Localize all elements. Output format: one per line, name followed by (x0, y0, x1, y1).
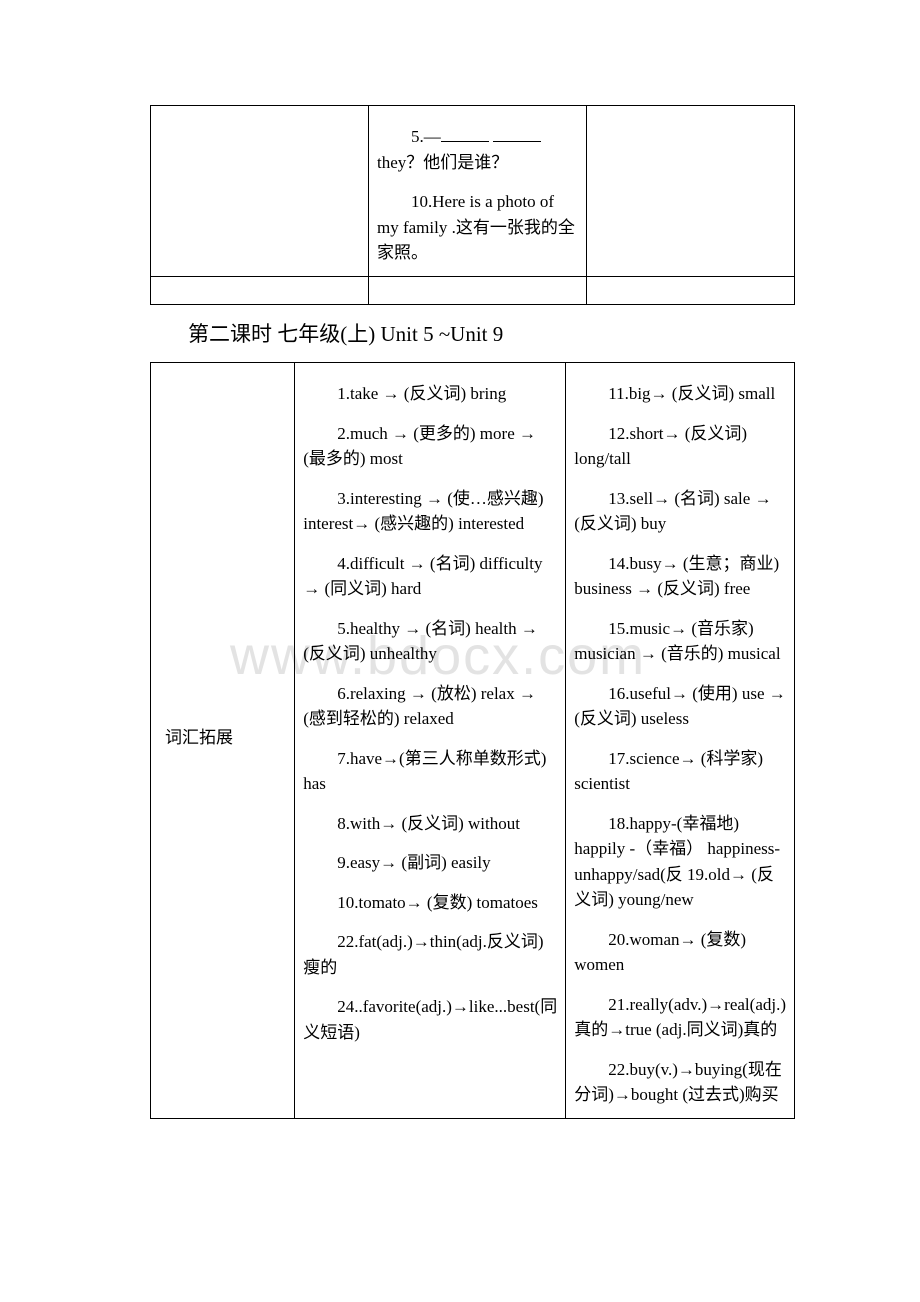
vocab-item: 15.music→ (音乐家) musician → (音乐的) musical (574, 616, 786, 667)
vocab-item: 1.take → (反义词) bring (303, 381, 557, 407)
vocab-item: 8.with→ (反义词) without (303, 811, 557, 837)
table-2: 词汇拓展 1.take → (反义词) bring 2.much → (更多的)… (150, 362, 795, 1119)
vocab-item: 4.difficult → (名词) difficulty → (同义词) ha… (303, 551, 557, 602)
vocab-item: 2.much → (更多的) more → (最多的) most (303, 421, 557, 472)
section-heading: 第二课时 七年级(上) Unit 5 ~Unit 9 (188, 319, 795, 351)
vocab-item: 3.interesting → (使…感兴趣) interest→ (感兴趣的)… (303, 486, 557, 537)
vocab-item: 18.happy-(幸福地) happily -（幸福） happiness-u… (574, 811, 786, 913)
document-content: 5.— they？他们是谁？ 10.Here is a photo of my … (150, 105, 795, 1119)
vocab-item: 17.science→ (科学家) scientist (574, 746, 786, 797)
vocab-item: 5.healthy → (名词) health → (反义词) unhealth… (303, 616, 557, 667)
vocab-label: 词汇拓展 (165, 728, 233, 747)
vocab-item: 11.big→ (反义词) small (574, 381, 786, 407)
vocab-item: 7.have→(第三人称单数形式) has (303, 746, 557, 797)
cell-vocab-left: 1.take → (反义词) bring 2.much → (更多的) more… (295, 363, 566, 1119)
vocab-item: 10.tomato→ (复数) tomatoes (303, 890, 557, 916)
sentence-10: 10.Here is a photo of my family .这有一张我的全… (377, 189, 578, 266)
cell-empty (151, 106, 369, 277)
cell-label: 词汇拓展 (151, 363, 295, 1119)
vocab-item: 24..favorite(adj.)→like...best(同义短语) (303, 994, 557, 1045)
cell-empty (587, 276, 795, 304)
table-1: 5.— they？他们是谁？ 10.Here is a photo of my … (150, 105, 795, 305)
vocab-item: 13.sell→ (名词) sale → (反义词) buy (574, 486, 786, 537)
table-row (151, 276, 795, 304)
vocab-item: 20.woman→ (复数) women (574, 927, 786, 978)
blank-field (441, 125, 489, 142)
cell-empty (369, 276, 587, 304)
vocab-item: 21.really(adv.)→real(adj.)真的→true (adj.同… (574, 992, 786, 1043)
vocab-item: 6.relaxing → (放松) relax → (感到轻松的) relaxe… (303, 681, 557, 732)
cell-empty (587, 106, 795, 277)
blank-field (493, 125, 541, 142)
vocab-item: 12.short→ (反义词) long/tall (574, 421, 786, 472)
table-row: 词汇拓展 1.take → (反义词) bring 2.much → (更多的)… (151, 363, 795, 1119)
vocab-item: 16.useful→ (使用) use → (反义词) useless (574, 681, 786, 732)
cell-vocab-right: 11.big→ (反义词) small 12.short→ (反义词) long… (566, 363, 795, 1119)
cell-content: 5.— they？他们是谁？ 10.Here is a photo of my … (369, 106, 587, 277)
table-row: 5.— they？他们是谁？ 10.Here is a photo of my … (151, 106, 795, 277)
cell-empty (151, 276, 369, 304)
vocab-item: 22.buy(v.)→buying(现在分词)→bought (过去式)购买 (574, 1057, 786, 1108)
vocab-item: 22.fat(adj.)→thin(adj.反义词) 瘦的 (303, 929, 557, 980)
sentence-5: 5.— they？他们是谁？ (377, 124, 578, 175)
vocab-item: 9.easy→ (副词) easily (303, 850, 557, 876)
vocab-item: 14.busy→ (生意；商业) business → (反义词) free (574, 551, 786, 602)
